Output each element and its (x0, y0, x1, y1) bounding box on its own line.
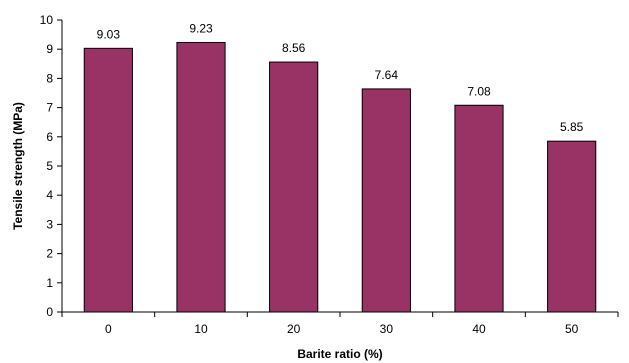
bar (269, 61, 319, 313)
bar-value-label: 8.56 (282, 41, 306, 55)
x-tick-label: 20 (287, 322, 301, 336)
y-tick-label: 0 (46, 305, 53, 319)
bars (83, 41, 597, 313)
x-tick-label: 40 (472, 322, 486, 336)
y-axis: 0 1 2 3 4 5 6 7 8 9 10 (40, 13, 63, 319)
bar (83, 47, 133, 313)
y-tick-label: 10 (40, 13, 54, 27)
x-tick-label: 30 (380, 322, 394, 336)
bar-value-label: 7.08 (467, 84, 491, 98)
bar (176, 41, 226, 313)
y-axis-title: Tensile strength (MPa) (11, 102, 25, 230)
bar (454, 104, 504, 313)
y-tick-label: 7 (46, 101, 53, 115)
x-axis: 0 10 20 30 40 50 (61, 311, 619, 336)
y-tick-label: 3 (46, 217, 53, 231)
y-tick-label: 8 (46, 71, 53, 85)
bar-value-label: 9.03 (97, 27, 121, 41)
bar-value-label: 7.64 (375, 68, 399, 82)
x-axis-title: Barite ratio (%) (297, 347, 382, 361)
bar-value-label: 5.85 (560, 120, 584, 134)
y-tick-label: 2 (46, 247, 53, 261)
y-tick-label: 4 (46, 188, 53, 202)
y-tick-label: 9 (46, 42, 53, 56)
bar (361, 88, 411, 313)
x-tick-label: 10 (194, 322, 208, 336)
y-tick-label: 1 (46, 276, 53, 290)
y-tick-label: 5 (46, 159, 53, 173)
y-tick-label: 6 (46, 130, 53, 144)
data-labels: 9.03 9.23 8.56 7.64 7.08 5.85 (97, 21, 584, 134)
x-tick-label: 0 (105, 322, 112, 336)
bar (547, 140, 597, 313)
bar-value-label: 9.23 (189, 21, 213, 35)
x-tick-label: 50 (565, 322, 579, 336)
